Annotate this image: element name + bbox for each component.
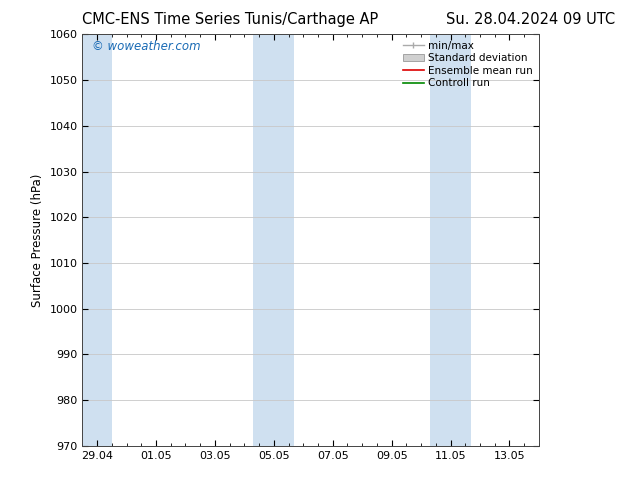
Y-axis label: Surface Pressure (hPa): Surface Pressure (hPa) [31, 173, 44, 307]
Bar [430, 34, 471, 446]
Text: © woweather.com: © woweather.com [91, 41, 200, 53]
Legend: min/max, Standard deviation, Ensemble mean run, Controll run: min/max, Standard deviation, Ensemble me… [399, 36, 537, 93]
Text: CMC-ENS Time Series Tunis/Carthage AP: CMC-ENS Time Series Tunis/Carthage AP [82, 12, 378, 27]
Bar [253, 34, 294, 446]
Bar [82, 34, 112, 446]
Text: Su. 28.04.2024 09 UTC: Su. 28.04.2024 09 UTC [446, 12, 615, 27]
